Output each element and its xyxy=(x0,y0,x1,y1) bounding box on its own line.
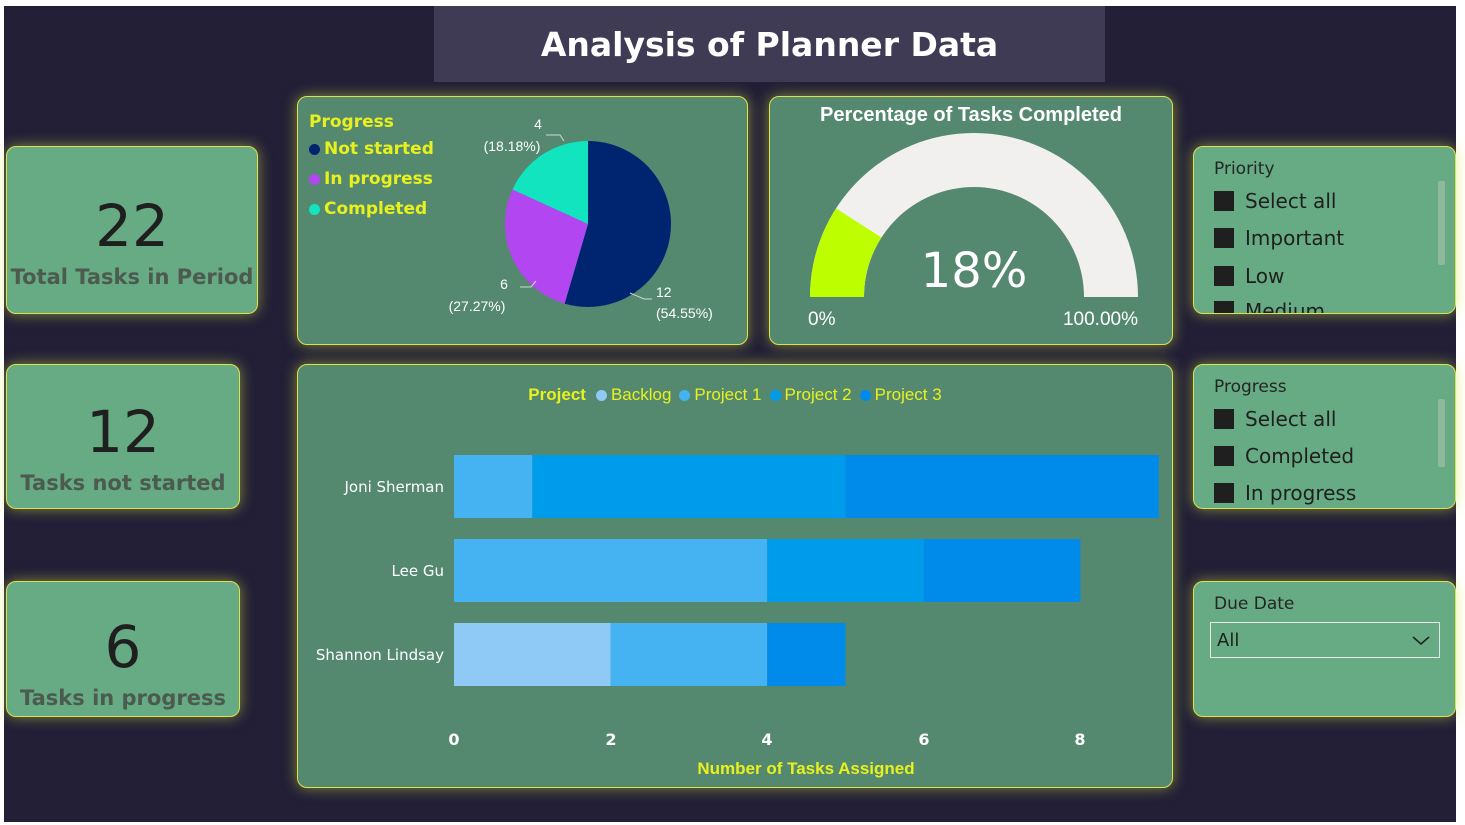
pie-leader-completed xyxy=(546,135,564,141)
x-tick-0: 0 xyxy=(448,730,459,749)
completion-gauge-card[interactable]: Percentage of Tasks Completed 18% 0% 100… xyxy=(769,96,1173,345)
progress-option-select-all[interactable]: Select all xyxy=(1214,407,1336,431)
priority-slicer-title: Priority xyxy=(1214,159,1275,179)
pie-label-in-progress-pct: (27.27%) xyxy=(449,298,506,314)
stacked-bar-chart xyxy=(298,365,1174,789)
kpi-total-tasks-label: Total Tasks in Period xyxy=(11,265,254,289)
checkbox[interactable] xyxy=(1214,266,1234,286)
priority-slicer[interactable]: Priority Select all Important Low Medium xyxy=(1193,146,1456,314)
bar-segment-shannon-lindsay-project-1[interactable] xyxy=(611,623,768,686)
priority-option-label: Select all xyxy=(1245,189,1336,213)
progress-option-label: Select all xyxy=(1245,407,1336,431)
bar-segment-lee-gu-project-3[interactable] xyxy=(924,539,1081,602)
progress-option-label: Completed xyxy=(1245,444,1354,468)
checkbox[interactable] xyxy=(1214,191,1234,211)
progress-option-in-progress[interactable]: In progress xyxy=(1214,481,1356,505)
priority-option-select-all[interactable]: Select all xyxy=(1214,189,1336,213)
tasks-by-assignee-card[interactable]: Project Backlog Project 1 Project 2 Proj… xyxy=(297,364,1173,788)
pie-label-in-progress-count: 6 xyxy=(500,276,508,292)
report-canvas: Analysis of Planner Data 22 Total Tasks … xyxy=(4,6,1456,822)
kpi-total-tasks-value: 22 xyxy=(95,197,169,255)
kpi-not-started-card[interactable]: 12 Tasks not started xyxy=(6,364,240,509)
due-date-slicer[interactable]: Due Date All xyxy=(1193,581,1456,717)
page-title: Analysis of Planner Data xyxy=(541,25,998,64)
kpi-not-started-label: Tasks not started xyxy=(20,471,225,495)
kpi-in-progress-value: 6 xyxy=(105,618,142,676)
progress-slicer[interactable]: Progress Select all Completed In progres… xyxy=(1193,364,1456,509)
progress-pie-chart: 4 (18.18%) 6 (27.27%) 12 (54.55%) xyxy=(298,97,749,346)
priority-scrollbar[interactable] xyxy=(1438,181,1445,265)
kpi-in-progress-label: Tasks in progress xyxy=(20,686,226,710)
gauge-max-label: 100.00% xyxy=(1063,309,1138,330)
pie-label-not-started-count: 12 xyxy=(656,284,672,300)
completion-gauge: 18% 0% 100.00% xyxy=(770,97,1174,346)
pie-leader-not-started xyxy=(630,293,652,299)
bar-segment-shannon-lindsay-project-3[interactable] xyxy=(767,623,845,686)
gauge-value: 18% xyxy=(921,243,1028,299)
x-tick-6: 6 xyxy=(918,730,929,749)
progress-option-label: In progress xyxy=(1245,481,1356,505)
checkbox[interactable] xyxy=(1214,483,1234,503)
progress-option-completed[interactable]: Completed xyxy=(1214,444,1354,468)
progress-pie-card[interactable]: Progress Not started In progress Complet… xyxy=(297,96,748,345)
gauge-min-label: 0% xyxy=(808,309,836,330)
progress-slicer-title: Progress xyxy=(1214,377,1287,397)
checkbox[interactable] xyxy=(1214,301,1234,314)
bar-segment-lee-gu-project-1[interactable] xyxy=(454,539,767,602)
x-axis-title: Number of Tasks Assigned xyxy=(298,759,1314,779)
due-date-dropdown[interactable]: All xyxy=(1210,622,1440,658)
checkbox[interactable] xyxy=(1214,228,1234,248)
pie-label-completed-count: 4 xyxy=(534,116,542,132)
chevron-down-icon[interactable] xyxy=(1411,635,1431,647)
bar-segment-lee-gu-project-2[interactable] xyxy=(767,539,924,602)
x-tick-4: 4 xyxy=(761,730,772,749)
pie-label-completed-pct: (18.18%) xyxy=(484,138,541,154)
checkbox[interactable] xyxy=(1214,409,1234,429)
priority-option-medium[interactable]: Medium xyxy=(1214,299,1325,314)
kpi-in-progress-card[interactable]: 6 Tasks in progress xyxy=(6,581,240,717)
x-tick-8: 8 xyxy=(1074,730,1085,749)
bar-segment-joni-sherman-project-1[interactable] xyxy=(454,455,532,518)
kpi-total-tasks-card[interactable]: 22 Total Tasks in Period xyxy=(6,146,258,314)
priority-option-label: Low xyxy=(1245,264,1284,288)
checkbox[interactable] xyxy=(1214,446,1234,466)
bar-segment-joni-sherman-project-2[interactable] xyxy=(532,455,845,518)
title-bar: Analysis of Planner Data xyxy=(434,6,1105,82)
pie-label-not-started-pct: (54.55%) xyxy=(656,305,713,321)
bar-segment-shannon-lindsay-backlog[interactable] xyxy=(454,623,611,686)
progress-scrollbar[interactable] xyxy=(1438,399,1445,467)
due-date-slicer-title: Due Date xyxy=(1214,594,1294,614)
priority-option-label: Medium xyxy=(1245,299,1325,314)
x-tick-2: 2 xyxy=(605,730,616,749)
due-date-selected-value: All xyxy=(1217,630,1239,651)
priority-option-important[interactable]: Important xyxy=(1214,226,1344,250)
bar-segment-joni-sherman-project-3[interactable] xyxy=(846,455,1159,518)
priority-option-label: Important xyxy=(1245,226,1344,250)
priority-option-low[interactable]: Low xyxy=(1214,264,1284,288)
kpi-not-started-value: 12 xyxy=(86,403,160,461)
